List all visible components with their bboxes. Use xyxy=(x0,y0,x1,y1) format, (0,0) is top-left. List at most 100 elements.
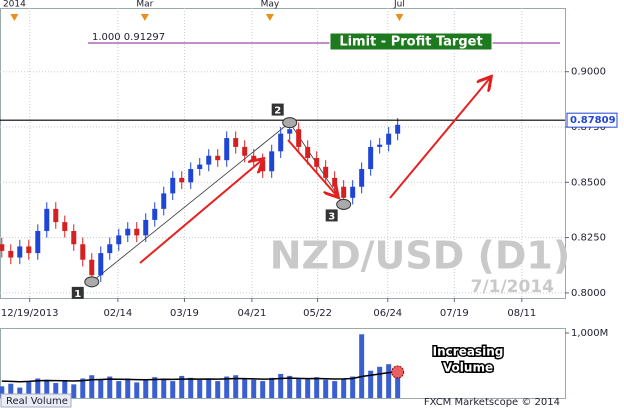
point-label-box xyxy=(325,209,338,222)
candle-body xyxy=(359,169,365,187)
candle-body xyxy=(0,244,5,251)
candle-body xyxy=(71,230,77,245)
volume-bar xyxy=(17,387,23,398)
y-tick-label: 0.8000 xyxy=(571,288,606,299)
volume-bar xyxy=(179,375,185,398)
candle-body xyxy=(188,169,194,183)
volume-bar xyxy=(377,366,383,398)
x-tick-label: 08/11 xyxy=(507,308,536,319)
volume-bar xyxy=(44,379,50,398)
candle-body xyxy=(395,124,401,134)
candle-body xyxy=(197,164,203,170)
candle-body xyxy=(143,219,149,236)
price-panel xyxy=(0,8,566,299)
target-label-box xyxy=(329,32,493,51)
volume-bar xyxy=(287,375,293,398)
volume-bar xyxy=(242,378,248,398)
volume-bar xyxy=(107,376,113,398)
candle-body xyxy=(98,253,104,276)
candle-body xyxy=(152,208,158,220)
volume-tick-label: 1,000M xyxy=(571,328,608,339)
volume-bar xyxy=(296,378,302,398)
candle-body xyxy=(242,146,248,156)
volume-bar xyxy=(152,377,158,398)
volume-bar xyxy=(161,379,167,398)
volume-bar xyxy=(359,334,365,398)
candle-body xyxy=(278,133,284,152)
volume-bar xyxy=(71,384,77,398)
top-tick-label: Mar xyxy=(136,0,153,10)
point-label: 1 xyxy=(74,289,81,300)
candle-body xyxy=(314,157,320,167)
candle-body xyxy=(287,129,293,134)
volume-bar xyxy=(116,381,122,398)
volume-bar xyxy=(170,381,176,398)
point-label: 3 xyxy=(328,211,335,222)
volume-bar xyxy=(197,379,203,398)
volume-bar xyxy=(62,381,68,398)
candle-body xyxy=(44,208,50,231)
candle-body xyxy=(350,186,356,198)
candle-body xyxy=(89,259,95,276)
top-tick-label: May xyxy=(261,0,280,10)
volume-bar xyxy=(251,379,257,398)
footer: FXCM Marketscope © 2014 xyxy=(424,397,560,408)
x-tick-label: 06/24 xyxy=(373,308,402,319)
candle-body xyxy=(296,129,302,147)
point-marker xyxy=(336,198,352,210)
volume-bar xyxy=(53,383,59,398)
point-marker xyxy=(282,117,298,129)
target-label: Limit - Profit Target xyxy=(339,35,482,50)
volume-bar xyxy=(224,376,230,398)
arrow xyxy=(389,78,490,199)
candle-body xyxy=(251,155,257,161)
volume-bar xyxy=(233,375,239,398)
volume-bar xyxy=(332,381,338,398)
arrows xyxy=(139,78,490,264)
candle-body xyxy=(224,138,230,161)
y-tick-label: 0.9000 xyxy=(571,67,606,78)
candle-body xyxy=(215,155,221,161)
candle-body xyxy=(134,228,140,236)
volume-bar xyxy=(305,379,311,398)
x-tick-label: 03/19 xyxy=(170,308,199,319)
candle-body xyxy=(17,246,23,258)
candle-body xyxy=(368,146,374,170)
y-tick-label: 0.8250 xyxy=(571,233,606,244)
top-tick-label: 2014 xyxy=(3,0,26,10)
volume-bar xyxy=(143,380,149,398)
candle-body xyxy=(170,177,176,194)
candle-body xyxy=(116,235,122,245)
volume-bar xyxy=(35,378,41,398)
candle-body xyxy=(179,177,185,183)
volume-highlight xyxy=(391,365,405,379)
point-label-box xyxy=(71,286,84,299)
volume-bar xyxy=(125,378,131,398)
target-line-label: 1.000 0.91297 xyxy=(92,32,165,43)
volume-bar xyxy=(80,378,86,398)
candle-body xyxy=(206,155,212,165)
candle-body xyxy=(269,151,275,172)
volume-bar xyxy=(323,379,329,398)
volume-bar xyxy=(269,377,275,398)
candle-body xyxy=(125,228,131,236)
volume-bar xyxy=(386,364,392,398)
candle-body xyxy=(341,186,347,198)
current-price-label: 0.87809 xyxy=(570,115,616,126)
volume-panel xyxy=(0,328,566,399)
arrow xyxy=(287,139,337,196)
top-tick xyxy=(10,14,19,21)
volume-bar xyxy=(134,382,140,398)
volume-bar xyxy=(26,381,32,398)
volume-bar xyxy=(215,381,221,398)
volume-bar xyxy=(341,378,347,398)
top-tick xyxy=(395,14,404,21)
candle-body xyxy=(386,133,392,145)
point-label: 2 xyxy=(274,106,281,117)
candle-body xyxy=(323,166,329,178)
volume-note: Volume xyxy=(443,361,493,375)
volume-bar xyxy=(350,376,356,398)
x-tick-label: 04/21 xyxy=(237,308,266,319)
